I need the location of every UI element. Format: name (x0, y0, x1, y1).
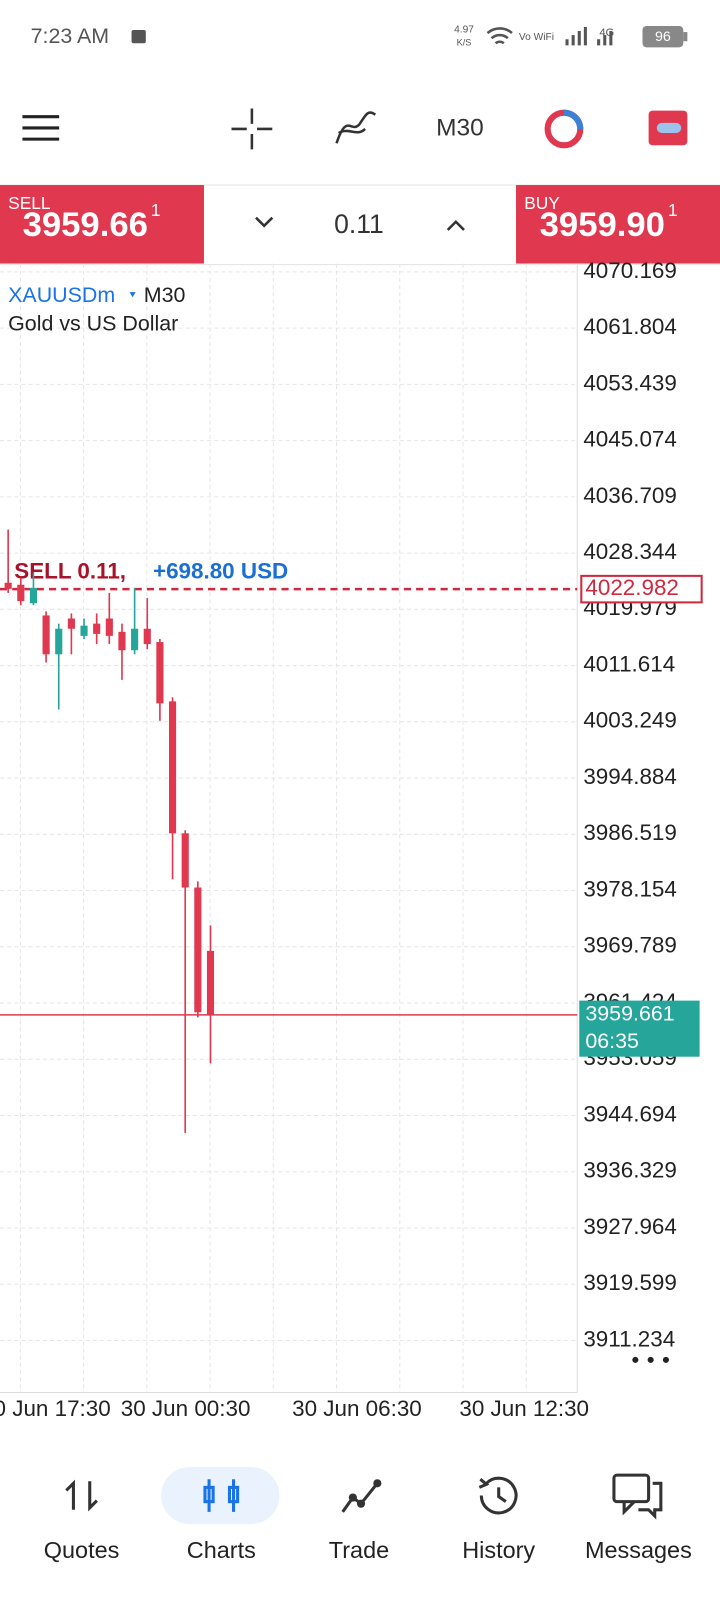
candle-body (105, 618, 113, 636)
candle-body (194, 887, 202, 1013)
y-tick-label: 3978.154 (583, 876, 677, 901)
volte: Vo WiFi (519, 32, 554, 43)
battery-tip (683, 32, 688, 42)
x-tick-label: 30 Jun 06:30 (292, 1396, 422, 1421)
candle-body (42, 615, 50, 655)
y-tick-label: 3994.884 (583, 764, 677, 789)
net-speed-unit: K/S (457, 38, 472, 48)
nav-label[interactable]: Messages (585, 1537, 692, 1563)
buy-price-last-digit: 1 (668, 200, 678, 220)
charts-icon (203, 1479, 240, 1512)
sell-price: 3959.66 (23, 206, 148, 244)
candle-body (131, 628, 139, 651)
y-tick-label: 4036.709 (583, 483, 677, 508)
y-tick-label: 4053.439 (583, 370, 677, 395)
y-tick-label: 3911.234 (583, 1326, 675, 1351)
chart (0, 263, 578, 1394)
candle-body (55, 628, 63, 655)
symbol[interactable]: XAUUSDm (8, 283, 115, 307)
y-tick-label: 4011.614 (583, 651, 675, 676)
x-tick-label: 30 Jun 17:30 (0, 1396, 111, 1421)
candle-body (168, 701, 177, 834)
menu-button[interactable] (22, 115, 60, 141)
volume-down[interactable] (255, 216, 274, 228)
candle-body (156, 642, 164, 704)
active-pill (161, 1466, 280, 1525)
nav-label[interactable]: Trade (329, 1537, 389, 1563)
y-tick-label: 4028.344 (583, 539, 677, 564)
candle-body (206, 950, 215, 1016)
trade-button[interactable] (648, 110, 688, 146)
sell-price-last-digit: 1 (151, 200, 161, 220)
position-price-label: 4022.982 (585, 575, 679, 600)
candle-body (143, 628, 151, 645)
candle-body (93, 623, 101, 634)
y-tick-label: 4045.074 (583, 427, 677, 452)
nav-label[interactable]: History (462, 1537, 535, 1563)
messages-icon (612, 1473, 663, 1520)
buy-label: BUY (524, 193, 560, 213)
signal-icon (565, 26, 587, 46)
y-tick-label: 4061.804 (583, 314, 677, 339)
y-tick-label: 4070.169 (583, 258, 677, 283)
sell-label: SELL (8, 193, 51, 213)
symbol-description: Gold vs US Dollar (8, 311, 178, 335)
candle-body (4, 582, 12, 589)
candle-body (181, 833, 189, 888)
y-tick-label: 3986.519 (583, 820, 677, 845)
battery (642, 25, 684, 48)
indicators-button[interactable] (335, 111, 377, 144)
battery-level: 96 (655, 29, 671, 45)
x-tick-label: 30 Jun 12:30 (459, 1396, 589, 1421)
position-price-box (580, 574, 703, 604)
y-tick-label: 3927.964 (583, 1214, 677, 1239)
more-button[interactable] (632, 1356, 670, 1363)
nav-label[interactable]: Charts (187, 1537, 256, 1563)
buy-price: 3959.90 (540, 206, 665, 244)
position-profit: +698.80 USD (153, 559, 288, 584)
last-price-label: 3959.661 (585, 1002, 674, 1026)
net-speed: 4.97 (454, 25, 474, 36)
y-tick-label: 3936.329 (583, 1158, 677, 1183)
candle-body (17, 584, 25, 602)
position-side: SELL 0.11, (14, 559, 126, 584)
quotes-icon (65, 1479, 98, 1512)
crosshair-button[interactable] (231, 108, 273, 150)
y-tick-label: 4003.249 (583, 708, 677, 733)
candle-body (67, 618, 75, 629)
objects-button[interactable] (544, 109, 584, 149)
candle-countdown: 06:35 (585, 1029, 639, 1053)
nav-label[interactable]: Quotes (44, 1537, 120, 1563)
x-tick-label: 30 Jun 00:30 (121, 1396, 251, 1421)
y-tick-label: 3919.599 (583, 1270, 677, 1295)
volume-up[interactable] (446, 219, 465, 231)
wifi-icon (486, 27, 513, 45)
vertical-grid (19, 263, 527, 1393)
buy-button[interactable]: BUY 3959.90 1 (516, 185, 720, 264)
candle-body (118, 631, 126, 651)
bottom-nav: Quotes Charts Trade History Messages (44, 1466, 692, 1563)
y-tick-label: 3944.694 (583, 1101, 677, 1126)
volume[interactable]: 0.11 (334, 209, 384, 239)
status-time: 7:23 AM (31, 24, 110, 48)
y-tick-label: 3969.789 (583, 933, 677, 958)
symbol-dropdown[interactable] (129, 292, 136, 298)
timeframe-button[interactable]: M30 (436, 114, 484, 141)
signal-icon-2 (597, 31, 613, 46)
chart-timeframe: M30 (144, 283, 186, 307)
last-price-box (579, 1000, 700, 1057)
history-icon (478, 1476, 518, 1515)
trade-icon (341, 1479, 382, 1513)
record-icon (131, 30, 146, 44)
candle-body (29, 587, 38, 604)
sell-button[interactable]: SELL 3959.66 1 (0, 185, 204, 264)
candle-body (80, 625, 88, 636)
